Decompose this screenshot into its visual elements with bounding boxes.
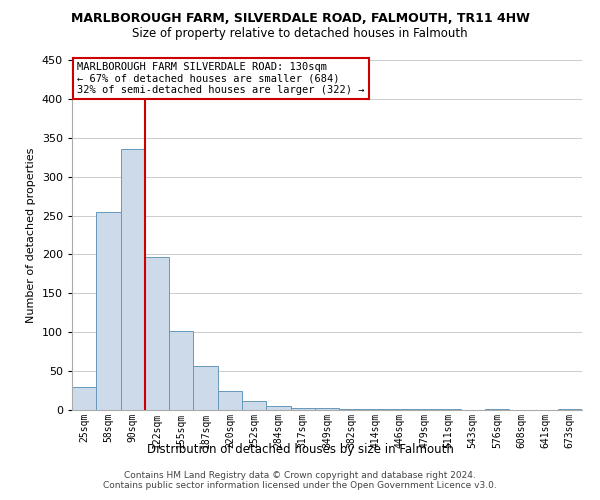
Text: Distribution of detached houses by size in Falmouth: Distribution of detached houses by size … (146, 442, 454, 456)
Bar (339, 409, 364, 410)
Bar (218, 390, 242, 410)
Bar (242, 400, 266, 410)
Bar (145, 257, 169, 410)
Bar (364, 409, 388, 410)
Bar (96, 212, 121, 410)
Text: MARLBOROUGH FARM SILVERDALE ROAD: 130sqm
← 67% of detached houses are smaller (6: MARLBOROUGH FARM SILVERDALE ROAD: 130sqm… (77, 62, 365, 95)
Bar (266, 406, 290, 410)
Bar (485, 409, 509, 410)
Y-axis label: Number of detached properties: Number of detached properties (26, 148, 36, 322)
Bar (388, 409, 412, 410)
Bar (290, 408, 315, 410)
Bar (121, 150, 145, 410)
Bar (169, 330, 193, 410)
Text: Contains HM Land Registry data © Crown copyright and database right 2024.
Contai: Contains HM Land Registry data © Crown c… (103, 470, 497, 490)
Bar (558, 409, 582, 410)
Bar (436, 409, 461, 410)
Bar (72, 386, 96, 410)
Text: MARLBOROUGH FARM, SILVERDALE ROAD, FALMOUTH, TR11 4HW: MARLBOROUGH FARM, SILVERDALE ROAD, FALMO… (71, 12, 529, 26)
Text: Size of property relative to detached houses in Falmouth: Size of property relative to detached ho… (132, 28, 468, 40)
Bar (412, 409, 436, 410)
Bar (193, 366, 218, 410)
Bar (315, 408, 339, 410)
